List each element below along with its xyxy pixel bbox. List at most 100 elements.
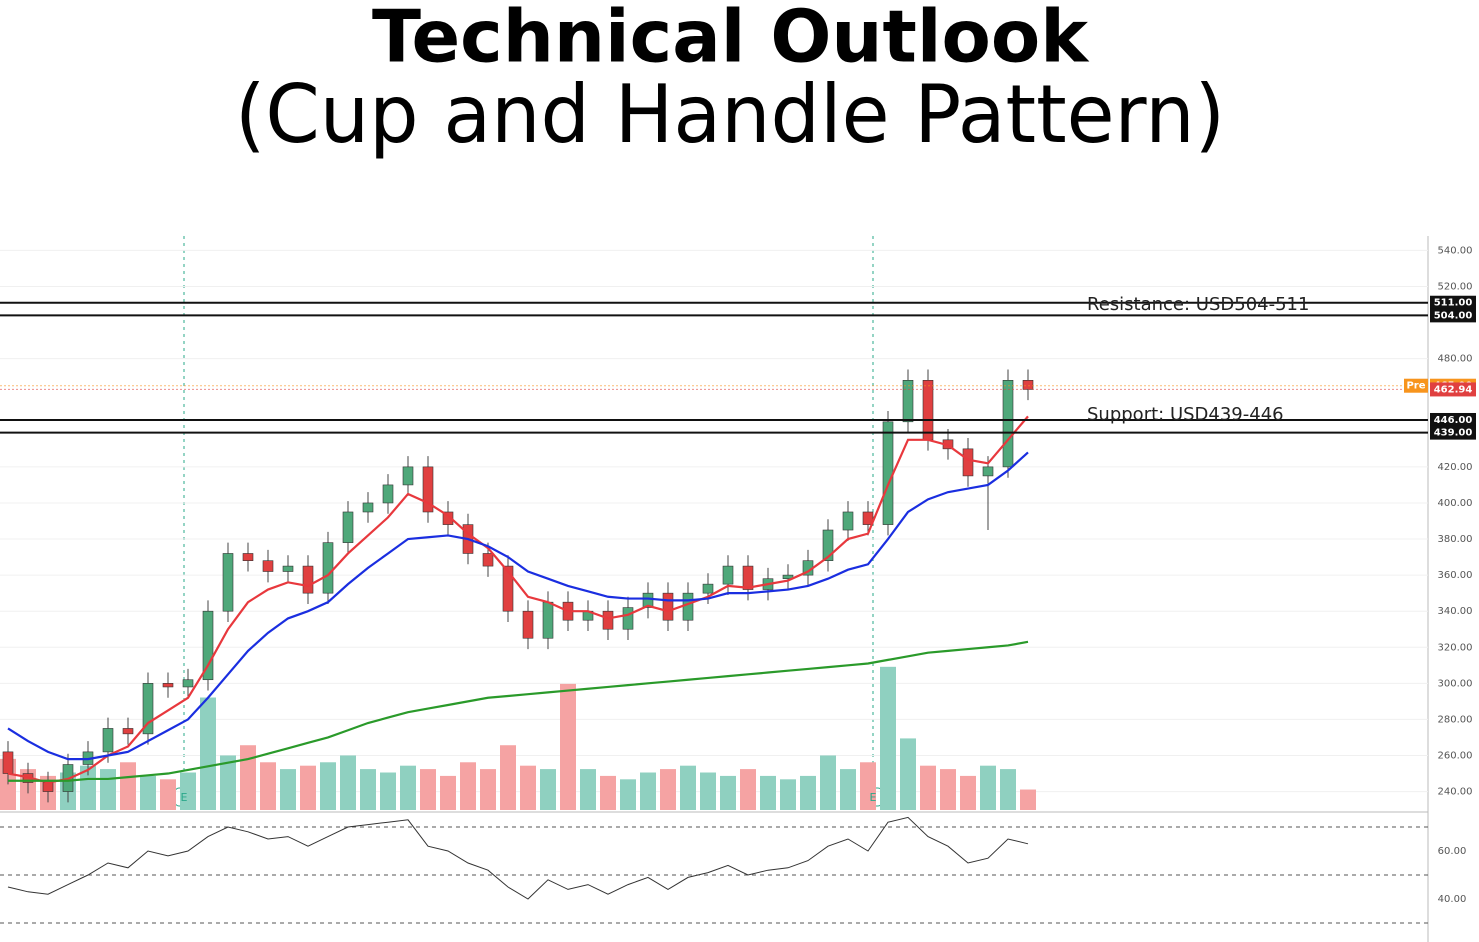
candle-body [962,448,974,477]
moving-average [8,640,1029,782]
y-tick-label: 280.00 [1438,714,1473,725]
volume-bar [900,738,916,810]
y-tick-label: 300.00 [1438,678,1473,689]
y-tick-label: 380.00 [1438,534,1473,545]
resistance-label: Resistance: USD504-511 [1087,294,1309,315]
volume-bar [500,745,516,810]
candle-body [362,502,374,513]
candle-body [542,601,554,639]
chart-title: Technical Outlook [372,0,1090,79]
volume-bar [680,765,696,810]
volume-bar [580,769,596,810]
candle-body [42,782,54,792]
y-tick-label: 260.00 [1438,750,1473,761]
level-label: 504.00 [1434,310,1473,321]
volume-bar [120,762,136,810]
candle-body [442,511,454,525]
pre-tag: Pre [1406,381,1425,392]
marker-e: E [181,791,188,804]
candle-body [622,607,634,630]
y-tick-label: 540.00 [1438,245,1473,256]
candle-body [902,380,914,423]
volume-bar [780,779,796,810]
volume-bar [820,755,836,810]
volume-bar [380,772,396,810]
candle-body [422,466,434,513]
volume-bar [880,666,896,810]
candle-body [162,683,174,688]
volume-bar [720,775,736,810]
candle-body [142,683,154,735]
candle-body [862,511,874,525]
y-tick-label: 420.00 [1438,462,1473,473]
volume-bar [400,765,416,810]
candle-body [382,484,394,504]
volume-bar [740,769,756,810]
candle-body [282,565,294,572]
candle-body [742,565,754,590]
candle-body [122,728,134,735]
chart-subtitle: (Cup and Handle Pattern) [235,68,1225,161]
y-tick-label: 240.00 [1438,787,1473,798]
volume-bar [300,765,316,810]
candle-body [402,466,414,486]
price-label: 462.94 [1434,384,1473,395]
level-box [1430,412,1476,427]
volume-bar [80,765,96,810]
candle-body [2,751,14,774]
y-tick-label: 360.00 [1438,570,1473,581]
volume-bar [220,755,236,810]
volume-bar [320,762,336,810]
volume-bar [540,769,556,810]
volume-bar [1020,789,1036,810]
candle-body [682,592,694,621]
candle-body [822,529,834,561]
volume-bar [200,697,216,810]
candle-body [722,565,734,585]
volume-bar [940,769,956,810]
moving-average [7,415,1029,784]
volume-bar [1000,769,1016,810]
candle-body [222,553,234,612]
candle-body [302,565,314,594]
y-tick-label: 480.00 [1438,354,1473,365]
candle-body [262,560,274,572]
y-tick-label: 320.00 [1438,642,1473,653]
volume-bar [700,772,716,810]
volume-bar [280,769,296,810]
candle-body [502,565,514,612]
candle-body [202,610,214,681]
volume-bar [860,762,876,810]
moving-average [7,451,1029,761]
candle-body [782,574,794,580]
candle-body [242,553,254,561]
volume-bar [520,765,536,810]
volume-bar [420,769,436,810]
volume-bar [480,769,496,810]
y-tick-label: 340.00 [1438,606,1473,617]
candle-body [882,421,894,525]
level-box [1430,308,1476,323]
volume-bar [660,769,676,810]
rsi-tick-label: 60.00 [1438,846,1467,857]
volume-bar [600,775,616,810]
marker-e: E [870,791,877,804]
volume-bar [840,769,856,810]
volume-bar [620,779,636,810]
volume-bar [360,769,376,810]
volume-bar [240,745,256,810]
candle-body [642,592,654,608]
candle-body [342,511,354,543]
volume-bar [460,762,476,810]
volume-bar [920,765,936,810]
candle-body [602,610,614,630]
volume-bar [140,775,156,810]
volume-bar [800,775,816,810]
pre-tag-box [1404,378,1428,393]
volume-bar [180,772,196,810]
volume-bar [260,762,276,810]
level-box [1430,425,1476,440]
level-label: 439.00 [1434,428,1473,439]
level-label: 511.00 [1434,298,1473,309]
